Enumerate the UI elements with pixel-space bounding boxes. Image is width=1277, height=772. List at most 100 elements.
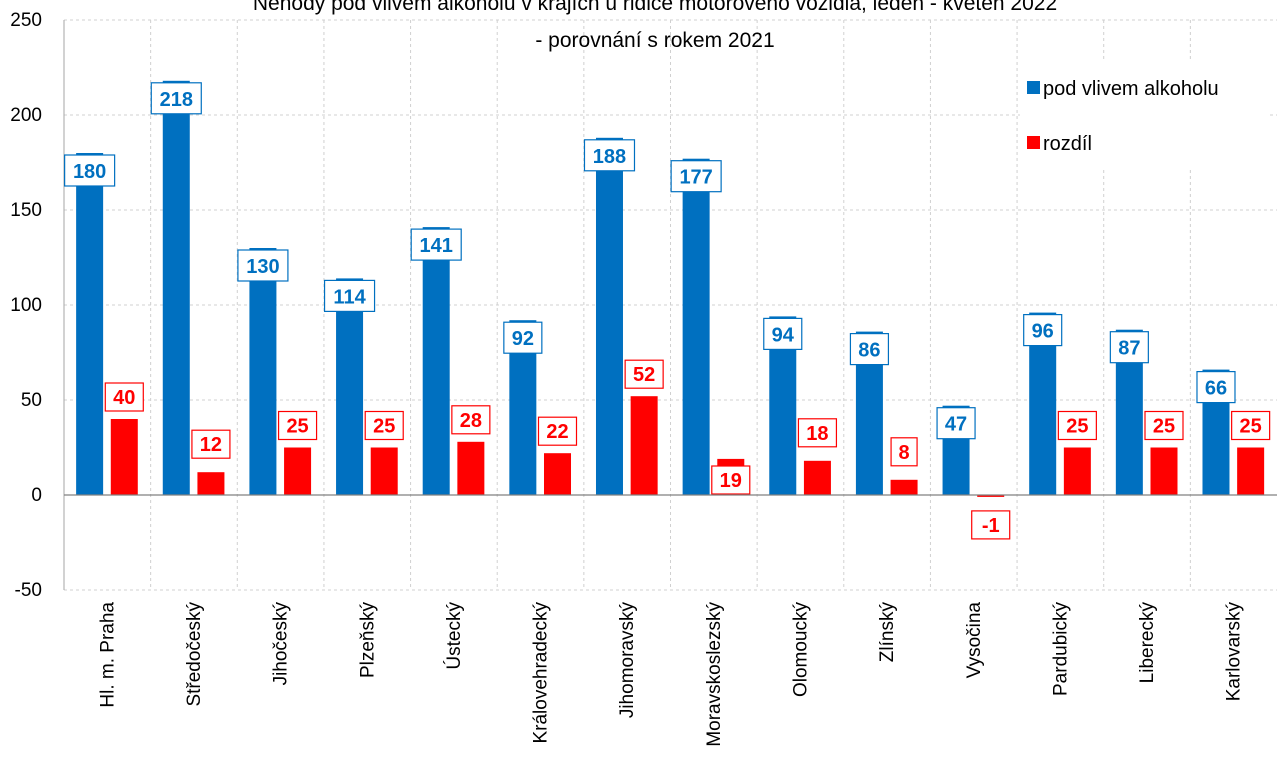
data-label-box-red — [971, 510, 1011, 540]
category-label: Vysočina — [964, 602, 985, 679]
legend-box — [1020, 62, 1270, 170]
data-label-box-red — [191, 429, 231, 459]
bar-rozdil — [457, 441, 485, 495]
data-label-box-red — [1231, 410, 1271, 441]
data-label-rozdil: 40 — [113, 387, 135, 409]
data-label-box-blue — [64, 154, 116, 187]
data-label-rozdil: 25 — [373, 416, 395, 438]
y-tick-label: 50 — [21, 390, 42, 411]
data-label-box-blue — [150, 82, 202, 115]
data-label-pod-vlivem-alkoholu: 130 — [246, 256, 279, 278]
category-label: Plzeňský — [357, 602, 378, 679]
data-label-box-red — [1144, 410, 1184, 441]
bar-rozdil — [544, 453, 572, 495]
bar-pod-vlivem-alkoholu — [249, 248, 277, 495]
data-label-rozdil: 28 — [460, 410, 482, 432]
bar-rozdil — [370, 447, 398, 495]
category-label: Moravskoslezský — [704, 602, 725, 747]
y-tick-label: 250 — [10, 10, 42, 31]
data-label-rozdil: 25 — [1153, 416, 1175, 438]
data-label-box-blue — [1023, 314, 1063, 347]
legend: pod vlivem alkoholu rozdíl — [1020, 62, 1270, 170]
data-label-box-blue — [583, 139, 636, 172]
data-label-box-red — [104, 382, 144, 412]
category-label: Ústecký — [443, 602, 465, 670]
chart-title: Nehody pod vlivem alkoholu v krajích u ř… — [253, 0, 1057, 52]
data-label-pod-vlivem-alkoholu: 86 — [858, 340, 880, 362]
bar-rozdil — [630, 396, 658, 495]
data-label-pod-vlivem-alkoholu: 66 — [1205, 378, 1227, 400]
data-label-pod-vlivem-alkoholu: 47 — [945, 414, 967, 436]
category-label: Pardubický — [1050, 602, 1071, 696]
data-labels: 1804021812130251142514128922218852177199… — [64, 82, 1271, 540]
bar-rozdil — [197, 472, 225, 495]
legend-swatch-pod-vlivem-alkoholu — [1027, 81, 1040, 94]
y-axis: -50 0 50 100 150 200 250 — [10, 10, 65, 601]
data-label-box-red — [797, 418, 838, 448]
data-label-box-blue — [237, 249, 289, 282]
data-label-pod-vlivem-alkoholu: 92 — [512, 328, 534, 350]
category-label: Olomoucký — [790, 602, 811, 698]
bar-rozdil — [890, 479, 918, 495]
data-label-rozdil: 12 — [200, 434, 222, 456]
data-label-pod-vlivem-alkoholu: 94 — [772, 324, 795, 346]
data-label-rozdil: 52 — [633, 364, 655, 386]
data-label-rozdil: 25 — [1240, 416, 1262, 438]
data-label-box-red — [711, 465, 751, 495]
data-label-box-red — [624, 359, 664, 389]
bar-pod-vlivem-alkoholu — [76, 153, 104, 495]
legend-swatch-rozdil — [1027, 136, 1040, 149]
y-tick-label: 200 — [10, 105, 42, 126]
category-label: Středočeský — [184, 602, 205, 707]
bar-rozdil — [284, 447, 312, 495]
data-label-pod-vlivem-alkoholu: 141 — [420, 235, 453, 257]
bar-rozdil — [1063, 447, 1091, 495]
category-label: Jihomoravský — [617, 602, 638, 719]
legend-label-rozdil: rozdíl — [1043, 133, 1092, 155]
category-label: Liberecký — [1137, 602, 1158, 684]
bar-pod-vlivem-alkoholu — [336, 278, 364, 495]
x-axis: Hl. m. Praha Středočeský Jihočeský Plzeňský… — [64, 494, 1277, 747]
y-tick-label: 150 — [10, 200, 42, 221]
bar-rozdil — [803, 460, 831, 495]
data-label-box-red — [364, 410, 404, 441]
category-label: Jihočeský — [271, 602, 292, 686]
data-label-rozdil: 22 — [546, 421, 568, 443]
data-label-rozdil: 18 — [806, 423, 828, 445]
data-label-box-blue — [410, 228, 462, 261]
data-label-box-blue — [936, 407, 976, 440]
category-label: Královehradecký — [531, 602, 552, 744]
data-label-pod-vlivem-alkoholu: 218 — [160, 89, 193, 111]
data-label-box-blue — [849, 333, 890, 366]
chart-title-line2: - porovnání s rokem 2021 — [535, 29, 774, 52]
data-label-box-blue — [1196, 371, 1236, 404]
bar-pod-vlivem-alkoholu — [422, 227, 450, 495]
bar-rozdil — [1150, 447, 1178, 495]
data-label-box-red — [451, 405, 491, 435]
y-tick-label: -50 — [15, 580, 42, 601]
data-label-rozdil: 8 — [899, 442, 910, 464]
y-tick-label: 100 — [10, 295, 42, 316]
data-label-rozdil: -1 — [982, 515, 1000, 537]
data-label-box-blue — [670, 160, 722, 193]
data-label-rozdil: 19 — [720, 470, 742, 492]
data-label-rozdil: 25 — [1066, 416, 1088, 438]
category-label: Karlovarský — [1224, 602, 1245, 702]
bar-pod-vlivem-alkoholu — [682, 158, 710, 495]
bar-rozdil — [1237, 447, 1265, 495]
data-label-pod-vlivem-alkoholu: 177 — [679, 167, 712, 189]
data-label-box-blue — [1109, 331, 1149, 364]
data-label-pod-vlivem-alkoholu: 188 — [593, 146, 626, 168]
bar-pod-vlivem-alkoholu — [595, 137, 623, 496]
data-label-pod-vlivem-alkoholu: 180 — [73, 161, 106, 183]
legend-label-pod-vlivem-alkoholu: pod vlivem alkoholu — [1043, 78, 1219, 100]
data-label-box-red — [277, 410, 318, 441]
data-label-box-blue — [763, 317, 803, 350]
data-label-pod-vlivem-alkoholu: 87 — [1118, 338, 1140, 360]
bar-pod-vlivem-alkoholu — [162, 80, 190, 496]
chart-title-line1: Nehody pod vlivem alkoholu v krajích u ř… — [253, 0, 1057, 15]
bar-rozdil — [110, 419, 138, 495]
data-label-pod-vlivem-alkoholu: 96 — [1032, 321, 1054, 343]
data-label-box-red — [890, 437, 918, 467]
